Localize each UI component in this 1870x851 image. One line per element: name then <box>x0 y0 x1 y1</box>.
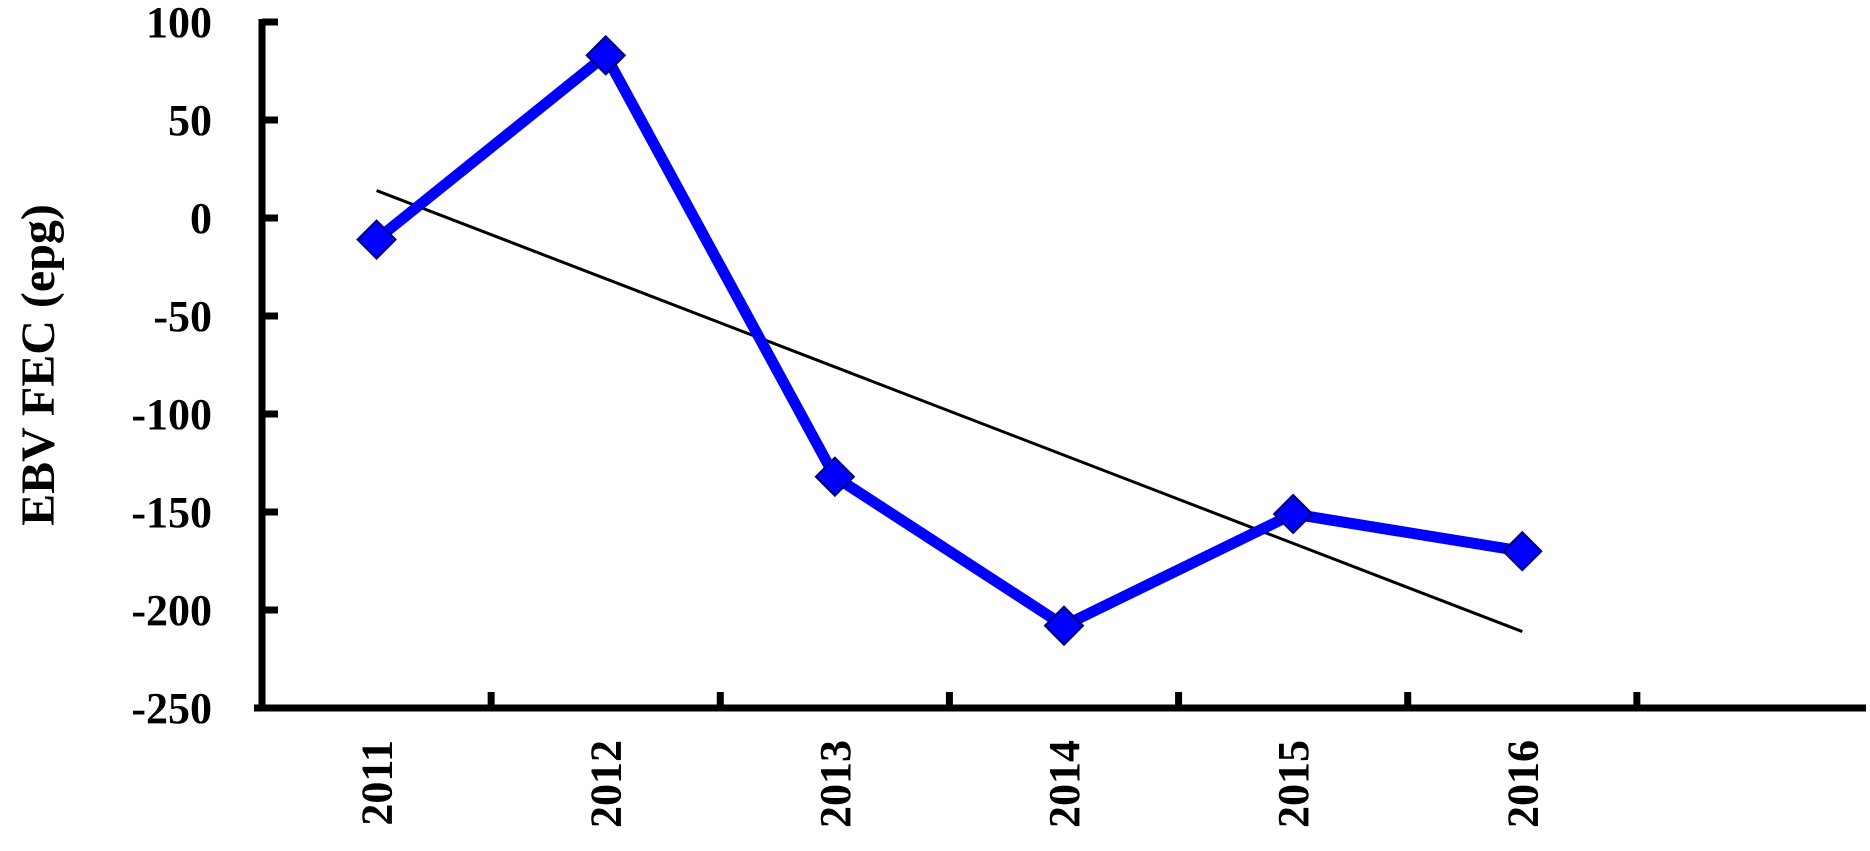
x-tick-labels: 2011 2012 2013 2014 2015 2016 <box>353 740 1548 828</box>
trend-line <box>376 189 1523 633</box>
y-tick-label: -250 <box>131 684 212 733</box>
y-tick-label: -100 <box>131 390 212 439</box>
series-markers <box>356 34 1543 647</box>
data-point-marker <box>1272 493 1314 535</box>
data-point-marker <box>585 34 627 76</box>
y-tick-label: 100 <box>146 0 212 47</box>
series-line <box>373 49 1524 632</box>
data-point-marker <box>1501 530 1543 572</box>
x-tick-label: 2013 <box>811 740 860 828</box>
x-tick-label: 2012 <box>582 740 631 828</box>
y-axis-title: EBV FEC (epg) <box>12 204 65 526</box>
y-tick-label: 0 <box>190 194 212 243</box>
x-tick-label: 2014 <box>1040 740 1089 828</box>
data-point-marker <box>1043 605 1085 647</box>
y-tick-label: -150 <box>131 488 212 537</box>
y-tick-label: 50 <box>168 96 212 145</box>
x-tick-label: 2016 <box>1498 740 1547 828</box>
data-point-marker <box>814 456 856 498</box>
y-tick-label: -50 <box>153 292 212 341</box>
y-tick-label: -200 <box>131 586 212 635</box>
data-point-marker <box>356 219 397 260</box>
x-tick-label: 2015 <box>1269 740 1318 828</box>
y-tick-labels: 100 50 0 -50 -100 -150 -200 -250 <box>131 0 212 733</box>
x-tick-label: 2011 <box>353 740 402 826</box>
